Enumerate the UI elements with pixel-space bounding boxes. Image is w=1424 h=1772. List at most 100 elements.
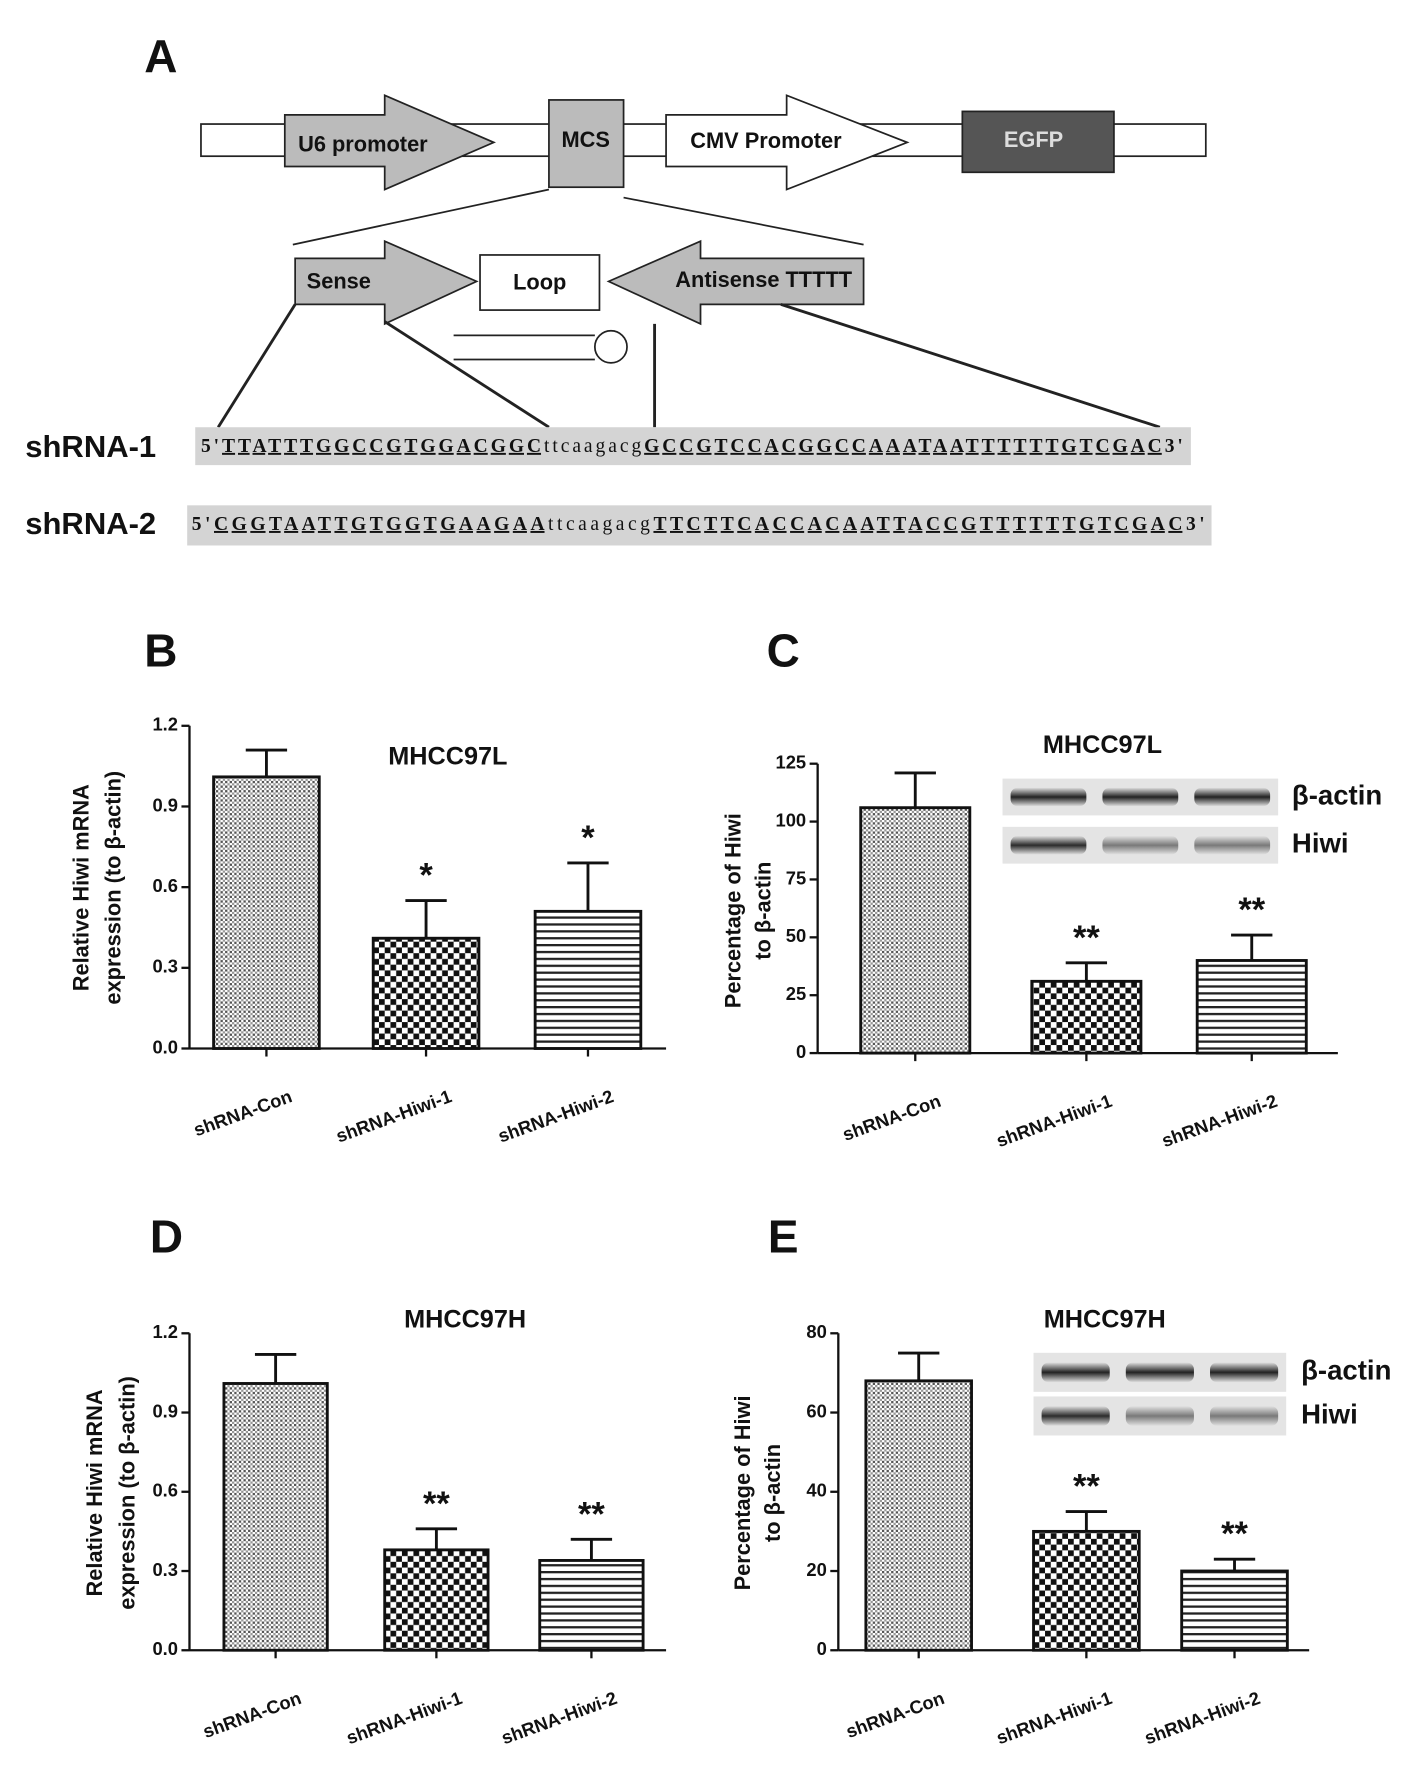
significance: ** — [1073, 1468, 1100, 1506]
y-axis-label: expression (to β-actin) — [114, 1376, 139, 1610]
pointer-line — [216, 303, 297, 428]
x-tick-label: shRNA-Hiwi-2 — [1159, 1090, 1280, 1151]
y-tick-label: 125 — [776, 752, 807, 773]
x-tick-label: shRNA-Con — [200, 1687, 304, 1742]
y-tick-label: 0.0 — [152, 1638, 178, 1659]
y-tick-label: 1.2 — [152, 714, 178, 735]
x-tick-label: shRNA-Hiwi-2 — [495, 1085, 616, 1146]
sequence-part: GCCGTCCACGGCCAAATAATTTTTTGTCGAC — [644, 436, 1162, 457]
y-tick-label: 40 — [806, 1480, 826, 1501]
x-tick-label: shRNA-Hiwi-1 — [343, 1687, 464, 1748]
y-tick-label: 1.2 — [152, 1321, 178, 1342]
mcs-label: MCS — [561, 127, 609, 152]
sense-label: Sense — [307, 268, 371, 293]
y-tick-label: 60 — [806, 1400, 826, 1421]
pointer-line — [780, 302, 1161, 429]
x-tick-label: shRNA-Con — [191, 1085, 295, 1140]
u6-label: U6 promoter — [298, 132, 428, 157]
antisense-label: Antisense TTTTT — [675, 267, 852, 292]
sequence-label: shRNA-1 — [25, 429, 156, 464]
y-axis-label: expression (to β-actin) — [101, 771, 126, 1005]
blot-band — [1102, 836, 1179, 855]
significance: ** — [578, 1495, 605, 1533]
blot-label: Hiwi — [1292, 828, 1349, 859]
bar — [538, 1559, 645, 1652]
cmv-label: CMV Promoter — [690, 128, 842, 153]
panel-label: C — [767, 625, 800, 677]
blot-band — [1102, 787, 1179, 807]
sequence-part: TTCTTCACCACAATTACCGTTTTTTGTCGAC — [653, 514, 1182, 535]
blot-label: β-actin — [1292, 779, 1382, 810]
bar — [222, 1382, 329, 1652]
zoom-line — [292, 188, 550, 246]
bar — [1195, 959, 1308, 1055]
panel-label: E — [768, 1210, 799, 1262]
x-tick-label: shRNA-Hiwi-1 — [333, 1085, 454, 1146]
hairpin — [453, 334, 595, 361]
panel-label: B — [144, 625, 177, 677]
sequence: 5' TTATTTGGCCGTGGACGGC ttcaagacg GCCGTCCACG… — [201, 436, 1183, 457]
bar — [864, 1379, 973, 1652]
blot-band — [1210, 1362, 1279, 1383]
y-axis-label: to β-actin — [760, 1444, 785, 1542]
y-axis-label: to β-actin — [751, 862, 776, 960]
sequence-part: 3' — [1165, 436, 1183, 457]
sense-arrow — [294, 239, 479, 326]
blot-band — [1010, 787, 1087, 807]
significance: ** — [1073, 919, 1100, 957]
blot-band — [1125, 1362, 1194, 1383]
sequence-part: 5' — [201, 436, 219, 457]
antisense-arrow — [606, 239, 865, 326]
y-axis-label: Percentage of Hiwi — [730, 1395, 755, 1590]
y-tick-label: 75 — [786, 867, 806, 888]
significance: ** — [1238, 891, 1265, 929]
bar — [859, 806, 972, 1055]
blot-label: Hiwi — [1301, 1398, 1358, 1429]
y-tick-label: 100 — [776, 809, 807, 830]
x-tick-label: shRNA-Con — [840, 1090, 944, 1145]
y-axis-label: Relative Hiwi mRNA — [82, 1389, 107, 1596]
loop-box — [479, 254, 601, 311]
y-tick-label: 0.9 — [152, 794, 178, 815]
blot-band — [1194, 787, 1271, 807]
zoom-line — [623, 196, 864, 246]
blot-band — [1041, 1406, 1110, 1426]
blot-band — [1041, 1362, 1110, 1383]
loop-label: Loop — [513, 269, 566, 294]
y-tick-label: 0.3 — [152, 956, 178, 977]
egfp-label: EGFP — [1004, 127, 1063, 152]
x-tick-label: shRNA-Hiwi-1 — [993, 1090, 1114, 1151]
sequence-label: shRNA-2 — [25, 506, 156, 541]
x-tick-label: shRNA-Hiwi-2 — [498, 1687, 619, 1748]
bar — [1032, 1529, 1141, 1652]
y-tick-label: 80 — [806, 1321, 826, 1342]
mcs-box — [548, 99, 625, 189]
blot-band — [1194, 836, 1271, 855]
y-tick-label: 20 — [806, 1559, 826, 1580]
chart-title: MHCC97H — [1044, 1305, 1166, 1333]
y-tick-label: 25 — [786, 983, 806, 1004]
y-axis-label: Percentage of Hiwi — [721, 813, 746, 1008]
y-tick-label: 0 — [796, 1041, 806, 1062]
bar — [212, 775, 321, 1050]
bar — [1180, 1569, 1289, 1652]
egfp-box — [961, 110, 1115, 174]
sequence-box — [195, 427, 1191, 466]
significance: ** — [1221, 1515, 1248, 1553]
sequence-part: TTATTTGGCCGTGGACGGC — [222, 436, 541, 457]
y-tick-label: 0.9 — [152, 1400, 178, 1421]
panel-label: A — [144, 30, 177, 82]
bar — [1030, 979, 1143, 1055]
y-tick-label: 0.3 — [152, 1559, 178, 1580]
vector-map — [200, 94, 1207, 429]
blot-band — [1125, 1406, 1194, 1426]
bar — [383, 1548, 490, 1652]
blot-band — [1210, 1406, 1279, 1426]
u6-arrow — [283, 94, 496, 191]
significance: * — [581, 819, 595, 857]
chart-title: MHCC97L — [388, 743, 507, 771]
significance: * — [419, 857, 433, 895]
sequence-part: CGGTAATTGTGGTGAAGAA — [214, 514, 545, 535]
chart-title: MHCC97L — [1043, 731, 1162, 759]
